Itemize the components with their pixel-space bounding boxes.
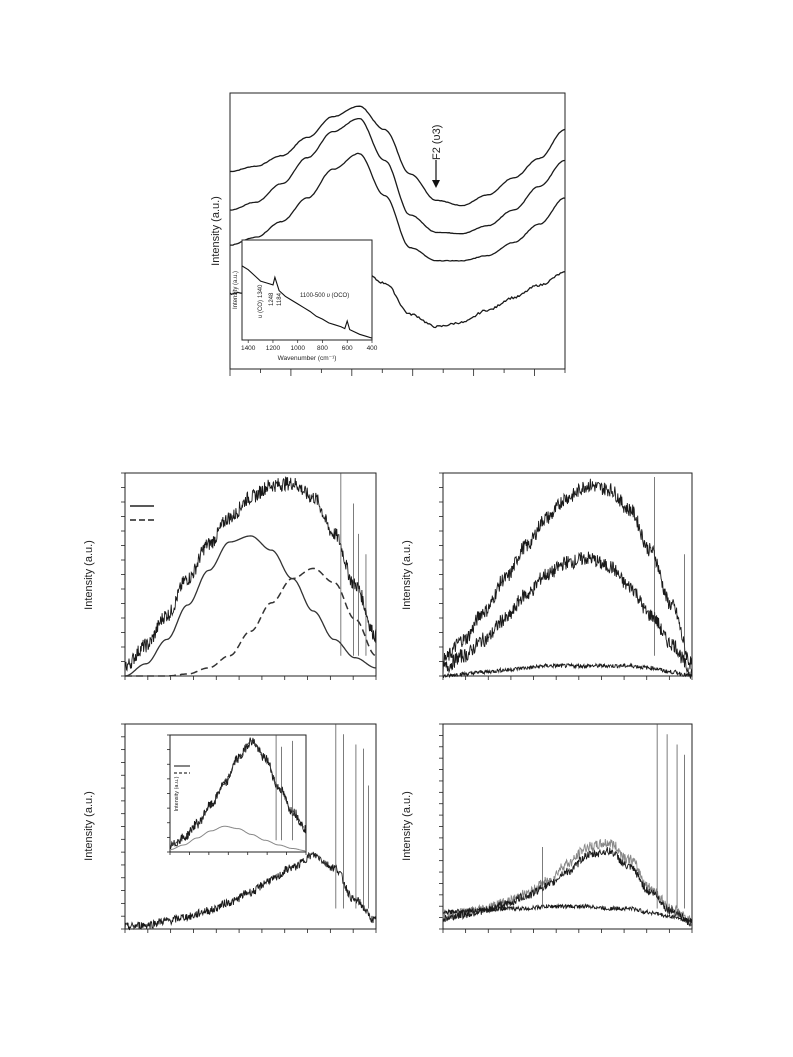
panel-c-series (442, 477, 693, 679)
panel-a-series-2 (229, 117, 566, 235)
panel-e: Intensity (a.u.) (401, 723, 693, 933)
inset-ticks: 1400 1200 1000 800 600 400 (241, 340, 378, 352)
inset-xtick-label: 600 (342, 345, 353, 352)
panel-c-series-1 (442, 478, 693, 670)
panel-e-series-3 (442, 846, 693, 927)
ann-1248: 1248 (269, 292, 275, 306)
panel-b-measured (124, 476, 377, 672)
panel-d: Intensity (a.u.) Intensity (a.u.) (83, 723, 377, 933)
f2-arrowhead (432, 180, 440, 188)
panel-a-series-1 (229, 105, 566, 207)
panel-e-series-1 (442, 838, 693, 926)
panel-a-inset: 1400 1200 1000 800 600 400 Intensity (a.u.) W… (233, 239, 378, 362)
panel-b-ylabel: Intensity (a.u.) (83, 540, 95, 610)
panel-b-fit-solid (124, 535, 377, 677)
panel-b-frame (124, 472, 377, 677)
inset-spectrum (241, 265, 373, 339)
panel-b-ticks (121, 472, 377, 680)
panel-c-ylabel: Intensity (a.u.) (401, 540, 413, 610)
inset-xtick-label: 1400 (241, 345, 256, 352)
panel-e-frame (442, 723, 693, 930)
ann-oco: 1100-500 υ (OCO) (300, 293, 349, 299)
panel-a-series-3 (230, 152, 566, 262)
panel-d-measured (124, 851, 377, 931)
f2-annotation: F2 (υ3) (431, 125, 443, 160)
inset-xtick-label: 800 (317, 345, 328, 352)
ann-1340: 1340 (258, 284, 264, 298)
panel-d-inset-ylabel: Intensity (a.u.) (174, 776, 180, 811)
panel-d-ticks (121, 723, 377, 933)
inset-xtick-label: 1200 (266, 345, 281, 352)
panel-a-ticks (229, 369, 566, 376)
panel-d-inset-frame (169, 734, 307, 853)
ann-1184: 1184 (277, 292, 283, 306)
inset-xlabel: Wavenumber (cm⁻¹) (278, 355, 337, 362)
panel-d-ylabel: Intensity (a.u.) (83, 791, 95, 861)
panel-d-inset-fit-solid (169, 825, 306, 852)
inset-xtick-label: 400 (367, 345, 378, 352)
panel-c: Intensity (a.u.) (401, 472, 693, 680)
panel-d-inset: Intensity (a.u.) (167, 734, 307, 855)
panel-b-series (124, 473, 377, 677)
panel-c-series-2 (442, 551, 693, 679)
panel-b-fit-dashed (125, 567, 377, 677)
panel-d-series (124, 724, 377, 931)
panel-c-ticks (439, 472, 693, 680)
inset-frame (241, 239, 373, 341)
panel-a-ylabel: Intensity (a.u.) (210, 196, 222, 266)
panel-b: Intensity (a.u.) (83, 472, 377, 680)
panel-e-ticks (439, 723, 693, 933)
inset-xtick-label: 1000 (290, 345, 305, 352)
panel-d-inset-ticks (167, 734, 307, 855)
ann-co: υ (CO) (258, 300, 264, 318)
panel-d-inset-series (169, 735, 307, 852)
panel-c-series-3 (442, 662, 693, 679)
panel-d-inset-fit-dashed (170, 740, 307, 847)
panel-e-series-2 (442, 903, 693, 923)
inset-ylabel: Intensity (a.u.) (233, 271, 239, 309)
panel-e-series (442, 724, 693, 927)
panel-e-ylabel: Intensity (a.u.) (401, 791, 413, 861)
panel-a-frame (229, 92, 566, 370)
panel-a: Intensity (a.u.) F2 (υ3) 1400 1200 1000 800… (210, 92, 566, 376)
